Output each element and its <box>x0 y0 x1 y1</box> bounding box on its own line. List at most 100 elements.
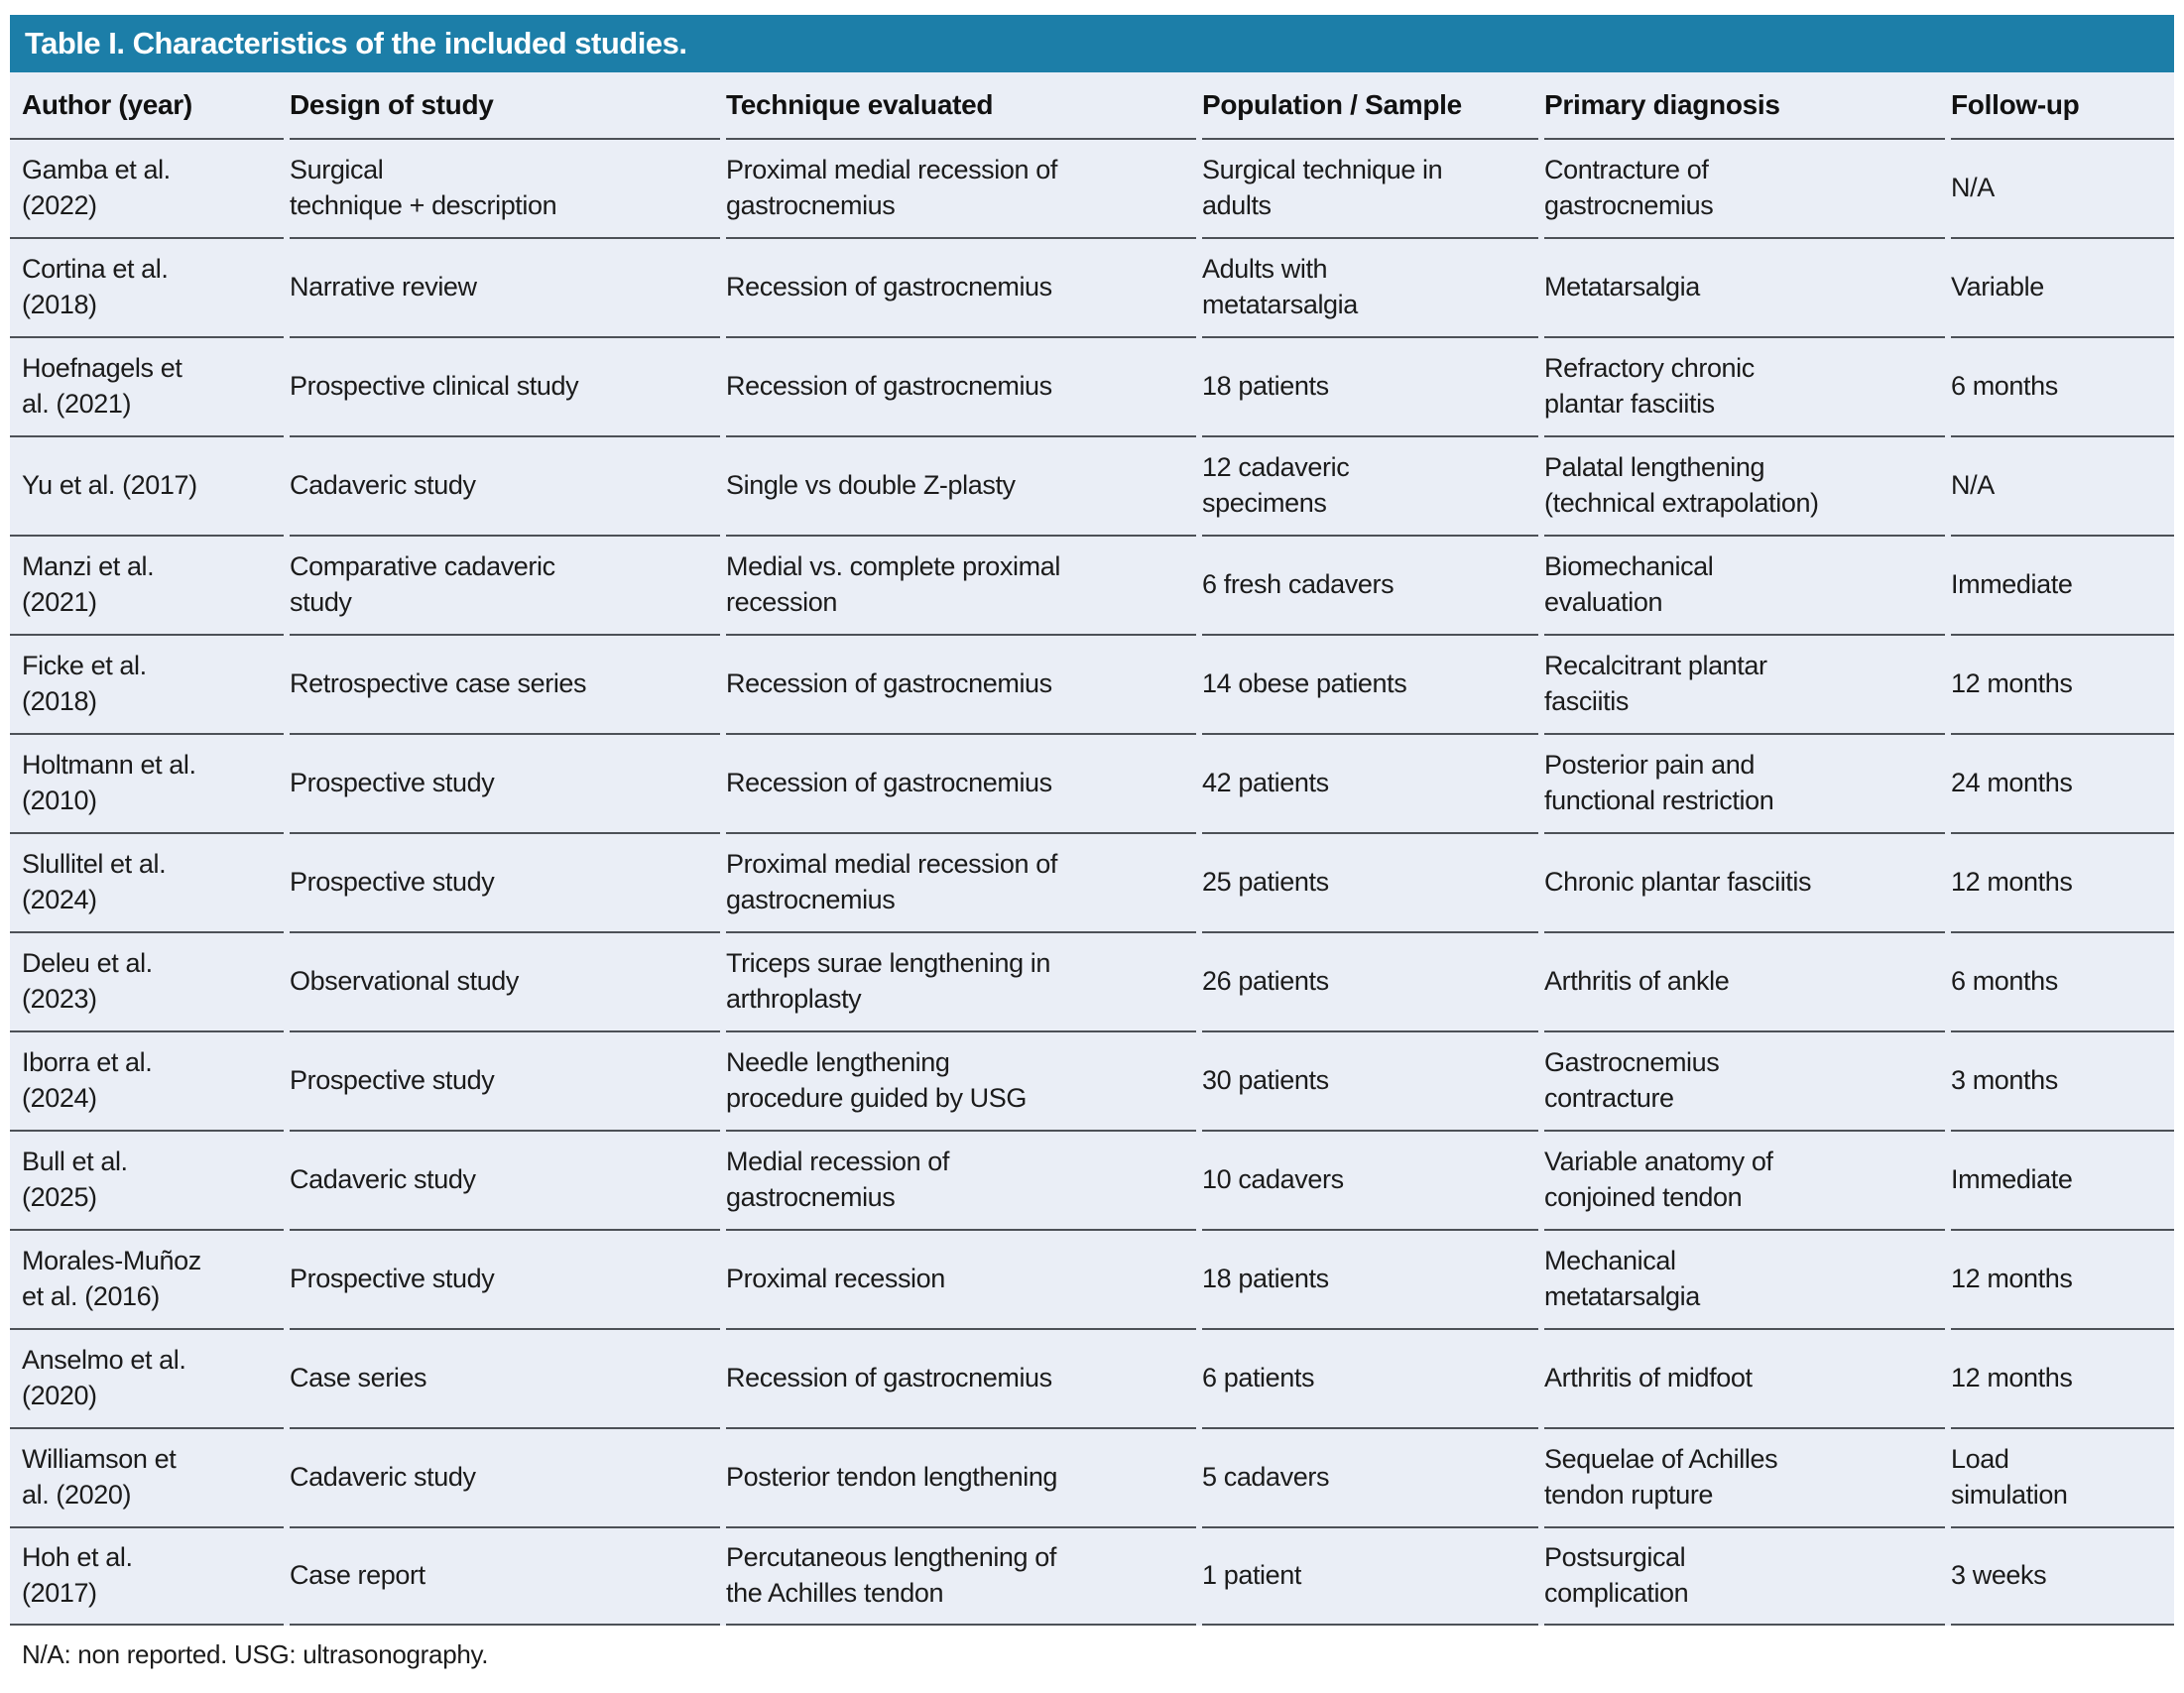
cell-technique: Recession of gastrocnemius <box>726 634 1196 733</box>
cell-design: Cadaveric study <box>290 1427 720 1526</box>
cell-author: Manzi et al. (2021) <box>10 535 284 634</box>
cell-diagnosis: Posterior pain and functional restrictio… <box>1544 733 1945 832</box>
cell-author: Yu et al. (2017) <box>10 435 284 535</box>
cell-population: 18 patients <box>1202 336 1538 435</box>
cell-population: 10 cadavers <box>1202 1130 1538 1229</box>
cell-followup: 3 weeks <box>1951 1526 2174 1626</box>
cell-diagnosis: Recalcitrant plantar fasciitis <box>1544 634 1945 733</box>
table-row: Yu et al. (2017) Cadaveric study Single vs… <box>10 435 2174 535</box>
table-title-bar: Table I. Characteristics of the included… <box>10 15 2174 72</box>
table-header-row: Author (year) Design of study Technique … <box>10 72 2174 138</box>
cell-design: Case report <box>290 1526 720 1626</box>
cell-followup: 12 months <box>1951 634 2174 733</box>
cell-technique: Triceps surae lengthening in arthroplast… <box>726 931 1196 1030</box>
cell-population: 5 cadavers <box>1202 1427 1538 1526</box>
cell-followup: 24 months <box>1951 733 2174 832</box>
cell-diagnosis: Mechanical metatarsalgia <box>1544 1229 1945 1328</box>
column-header-technique: Technique evaluated <box>726 89 994 121</box>
cell-author: Deleu et al. (2023) <box>10 931 284 1030</box>
cell-followup: Variable <box>1951 237 2174 336</box>
table-row: Williamson et al. (2020) Cadaveric study P… <box>10 1427 2174 1526</box>
column-header-population: Population / Sample <box>1202 89 1462 121</box>
column-header-diagnosis: Primary diagnosis <box>1544 89 1780 121</box>
cell-diagnosis: Variable anatomy of conjoined tendon <box>1544 1130 1945 1229</box>
cell-followup: N/A <box>1951 435 2174 535</box>
cell-author: Williamson et al. (2020) <box>10 1427 284 1526</box>
cell-technique: Recession of gastrocnemius <box>726 1328 1196 1427</box>
cell-design: Narrative review <box>290 237 720 336</box>
cell-followup: Immediate <box>1951 535 2174 634</box>
cell-population: 42 patients <box>1202 733 1538 832</box>
cell-technique: Recession of gastrocnemius <box>726 237 1196 336</box>
cell-author: Bull et al. (2025) <box>10 1130 284 1229</box>
cell-technique: Single vs double Z-plasty <box>726 435 1196 535</box>
table-row: Iborra et al. (2024) Prospective study Nee… <box>10 1030 2174 1130</box>
cell-diagnosis: Contracture of gastrocnemius <box>1544 138 1945 237</box>
table-row: Hoefnagels et al. (2021) Prospective clin… <box>10 336 2174 435</box>
cell-population: Surgical technique in adults <box>1202 138 1538 237</box>
studies-table: Author (year) Design of study Technique … <box>10 72 2174 1626</box>
cell-diagnosis: Palatal lengthening (technical extrapola… <box>1544 435 1945 535</box>
table-title: Table I. Characteristics of the included… <box>25 26 687 60</box>
cell-author: Hoh et al. (2017) <box>10 1526 284 1626</box>
cell-followup: 3 months <box>1951 1030 2174 1130</box>
cell-author: Morales-Muñoz et al. (2016) <box>10 1229 284 1328</box>
column-header-design: Design of study <box>290 89 494 121</box>
cell-design: Prospective study <box>290 1229 720 1328</box>
cell-technique: Recession of gastrocnemius <box>726 336 1196 435</box>
table-row: Ficke et al. (2018) Retrospective case se… <box>10 634 2174 733</box>
table-row: Deleu et al. (2023) Observational study Tr… <box>10 931 2174 1030</box>
cell-population: 6 patients <box>1202 1328 1538 1427</box>
cell-design: Comparative cadaveric study <box>290 535 720 634</box>
cell-author: Anselmo et al. (2020) <box>10 1328 284 1427</box>
cell-population: 14 obese patients <box>1202 634 1538 733</box>
cell-author: Iborra et al. (2024) <box>10 1030 284 1130</box>
cell-author: Cortina et al. (2018) <box>10 237 284 336</box>
table-row: Slullitel et al. (2024) Prospective study… <box>10 832 2174 931</box>
cell-population: 30 patients <box>1202 1030 1538 1130</box>
cell-technique: Recession of gastrocnemius <box>726 733 1196 832</box>
table-row: Cortina et al. (2018) Narrative review Rec… <box>10 237 2174 336</box>
cell-diagnosis: Metatarsalgia <box>1544 237 1945 336</box>
cell-technique: Proximal recession <box>726 1229 1196 1328</box>
cell-followup: Immediate <box>1951 1130 2174 1229</box>
cell-technique: Proximal medial recession of gastrocnemi… <box>726 832 1196 931</box>
cell-followup: 6 months <box>1951 931 2174 1030</box>
footnote: N/A: non reported. USG: ultrasonography. <box>22 1639 489 1669</box>
cell-design: Retrospective case series <box>290 634 720 733</box>
cell-followup: N/A <box>1951 138 2174 237</box>
cell-followup: 12 months <box>1951 1328 2174 1427</box>
cell-author: Gamba et al. (2022) <box>10 138 284 237</box>
cell-diagnosis: Refractory chronic plantar fasciitis <box>1544 336 1945 435</box>
cell-population: 12 cadaveric specimens <box>1202 435 1538 535</box>
cell-design: Prospective study <box>290 1030 720 1130</box>
cell-diagnosis: Arthritis of midfoot <box>1544 1328 1945 1427</box>
cell-technique: Needle lengthening procedure guided by U… <box>726 1030 1196 1130</box>
cell-technique: Medial recession of gastrocnemius <box>726 1130 1196 1229</box>
table-row: Manzi et al. (2021) Comparative cadaveric… <box>10 535 2174 634</box>
table-row: Gamba et al. (2022) Surgical technique + … <box>10 138 2174 237</box>
cell-design: Prospective clinical study <box>290 336 720 435</box>
column-header-author: Author (year) <box>22 89 192 121</box>
cell-diagnosis: Postsurgical complication <box>1544 1526 1945 1626</box>
cell-population: 25 patients <box>1202 832 1538 931</box>
table-body: Gamba et al. (2022) Surgical technique + … <box>10 138 2174 1626</box>
table-row: Morales-Muñoz et al. (2016) Prospective s… <box>10 1229 2174 1328</box>
cell-population: 6 fresh cadavers <box>1202 535 1538 634</box>
cell-design: Case series <box>290 1328 720 1427</box>
cell-followup: 12 months <box>1951 1229 2174 1328</box>
cell-design: Cadaveric study <box>290 435 720 535</box>
cell-author: Ficke et al. (2018) <box>10 634 284 733</box>
cell-diagnosis: Arthritis of ankle <box>1544 931 1945 1030</box>
table-row: Holtmann et al. (2010) Prospective study R… <box>10 733 2174 832</box>
table-row: Hoh et al. (2017) Case report Percutaneous… <box>10 1526 2174 1626</box>
cell-population: 1 patient <box>1202 1526 1538 1626</box>
cell-design: Prospective study <box>290 733 720 832</box>
cell-diagnosis: Sequelae of Achilles tendon rupture <box>1544 1427 1945 1526</box>
cell-diagnosis: Biomechanical evaluation <box>1544 535 1945 634</box>
cell-technique: Percutaneous lengthening of the Achilles… <box>726 1526 1196 1626</box>
cell-population: 26 patients <box>1202 931 1538 1030</box>
cell-design: Surgical technique + description <box>290 138 720 237</box>
cell-technique: Medial vs. complete proximal recession <box>726 535 1196 634</box>
